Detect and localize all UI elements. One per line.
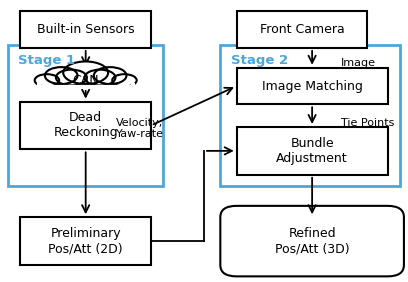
Ellipse shape	[84, 70, 115, 85]
Ellipse shape	[45, 67, 78, 84]
FancyBboxPatch shape	[20, 102, 151, 149]
FancyBboxPatch shape	[39, 79, 133, 87]
Ellipse shape	[56, 70, 87, 85]
Text: Image: Image	[341, 58, 376, 69]
FancyBboxPatch shape	[20, 11, 151, 48]
Text: Image Matching: Image Matching	[262, 80, 363, 92]
FancyBboxPatch shape	[237, 68, 388, 104]
Ellipse shape	[112, 74, 137, 87]
Ellipse shape	[35, 74, 59, 87]
Text: Stage 2: Stage 2	[231, 54, 288, 67]
Text: Front Camera: Front Camera	[259, 23, 344, 36]
Text: Dead
Reckoning: Dead Reckoning	[53, 111, 118, 140]
FancyBboxPatch shape	[237, 127, 388, 175]
Text: Tie Points: Tie Points	[341, 118, 394, 128]
Text: Preliminary
Pos/Att (2D): Preliminary Pos/Att (2D)	[49, 227, 123, 255]
Text: Refined
Pos/Att (3D): Refined Pos/Att (3D)	[275, 227, 349, 255]
FancyBboxPatch shape	[220, 206, 404, 276]
Text: Velocity,
Yaw-rate: Velocity, Yaw-rate	[116, 118, 164, 139]
FancyBboxPatch shape	[237, 11, 367, 48]
Text: Bundle
Adjustment: Bundle Adjustment	[276, 137, 348, 165]
Ellipse shape	[63, 61, 108, 84]
FancyBboxPatch shape	[20, 217, 151, 265]
Text: Built-in Sensors: Built-in Sensors	[37, 23, 135, 36]
Ellipse shape	[94, 67, 126, 84]
Text: Stage 1: Stage 1	[18, 54, 75, 67]
Text: CAN: CAN	[72, 74, 99, 87]
